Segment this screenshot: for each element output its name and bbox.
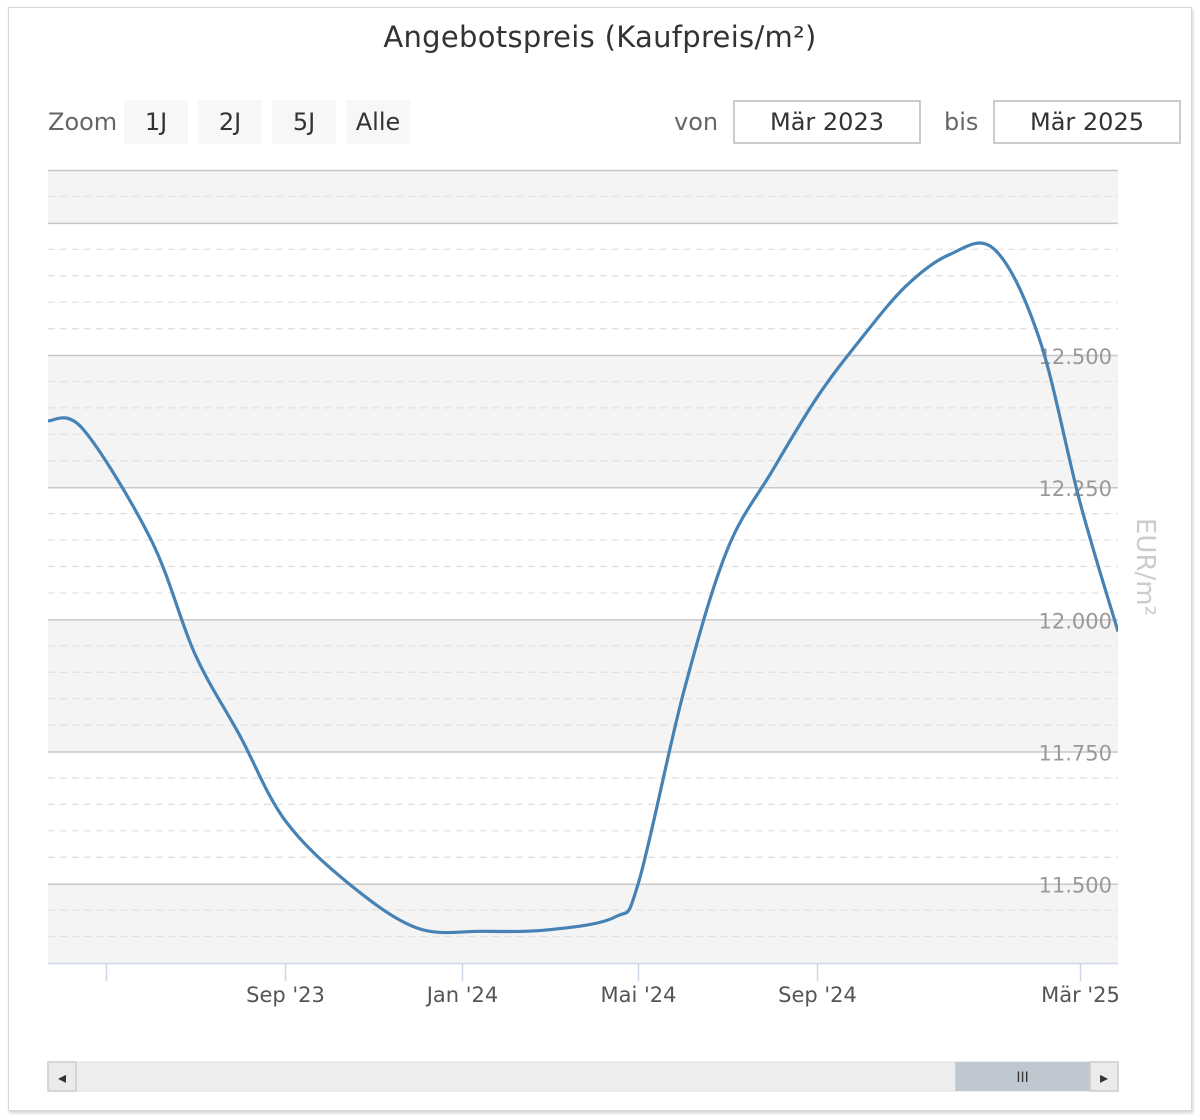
price-line — [48, 241, 1118, 935]
range-from-input[interactable] — [733, 100, 921, 144]
zoom-1y-button[interactable]: 1J — [124, 100, 188, 144]
y-axis-title: EUR/m² — [1130, 518, 1160, 616]
y-tick-label: 11.750 — [1039, 742, 1112, 766]
chevron-right-icon[interactable]: ▸ — [1100, 1068, 1108, 1087]
plot-grid — [48, 169, 1118, 938]
x-tick-label: Sep '23 — [246, 983, 325, 1007]
x-axis: Sep '23 Jan '24 Mai '24 Sep '24 Mär '25 — [48, 962, 1120, 1007]
series-group — [48, 241, 1118, 935]
zoom-5y-button[interactable]: 5J — [272, 100, 336, 144]
range-to-label: bis — [944, 108, 979, 136]
zoom-label: Zoom — [48, 108, 118, 136]
x-tick-label: Jan '24 — [425, 983, 499, 1007]
x-tick-label: Sep '24 — [778, 983, 857, 1007]
chevron-left-icon[interactable]: ◂ — [58, 1068, 66, 1087]
range-from-label: von — [674, 108, 719, 136]
plot-band — [48, 619, 1118, 752]
zoom-2y-button[interactable]: 2J — [198, 100, 262, 144]
zoom-all-button[interactable]: Alle — [346, 100, 410, 144]
plot-band — [48, 883, 1118, 963]
x-tick-label: Mai '24 — [601, 983, 677, 1007]
scrollbar-grip-icon[interactable]: III — [1016, 1070, 1028, 1086]
plot-band — [48, 355, 1118, 488]
scrollbar-right-button[interactable] — [1089, 1061, 1119, 1092]
navigator[interactable]: III ◂ ▸ — [47, 1061, 1119, 1092]
plot-bands — [48, 170, 1118, 963]
scrollbar-thumb[interactable] — [955, 1062, 1090, 1091]
range-to-input[interactable] — [993, 100, 1181, 144]
y-tick-label: 12.000 — [1039, 609, 1112, 633]
x-tick-label: Mär '25 — [1041, 983, 1120, 1007]
y-tick-label: 12.500 — [1039, 345, 1112, 369]
y-tick-label: 11.500 — [1039, 874, 1112, 898]
chart-title: Angebotspreis (Kaufpreis/m²) — [383, 20, 817, 54]
scrollbar-left-button[interactable] — [47, 1061, 77, 1092]
